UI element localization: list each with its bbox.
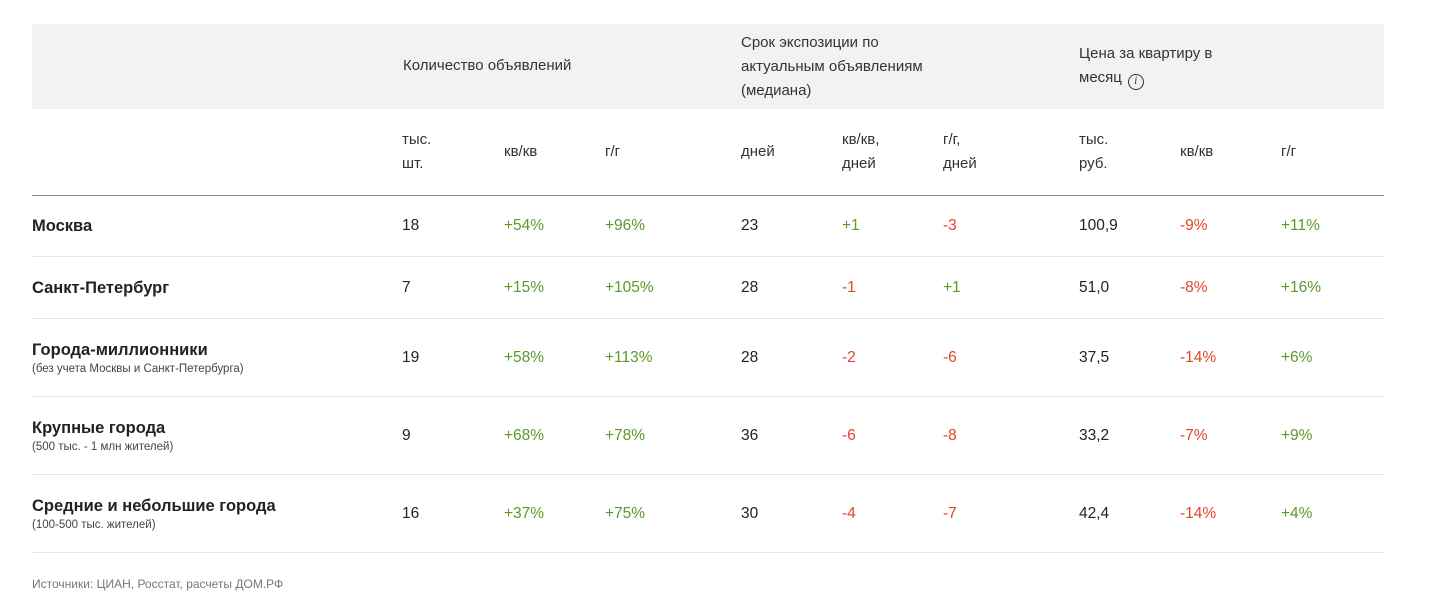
listings-count: 16 — [402, 504, 420, 522]
table-row: Города-миллионники (без учета Москвы и С… — [32, 319, 1384, 397]
exposure-qoq: -4 — [842, 504, 856, 522]
subheader-days-qoq-line2: дней — [842, 155, 876, 172]
listings-qoq: +15% — [504, 278, 545, 296]
group-title-listings-count-text: Количество объявлений — [403, 57, 572, 74]
subheader-count-yoy: г/г — [605, 143, 621, 160]
region-cell: Города-миллионники (без учета Москвы и С… — [32, 339, 244, 377]
exposure-yoy: +1 — [943, 278, 961, 296]
info-icon[interactable]: i — [1127, 74, 1144, 90]
price-yoy: +11% — [1281, 217, 1320, 234]
price-qoq: -14% — [1180, 348, 1217, 366]
subheader-days-yoy-line1: г/г, — [943, 131, 961, 148]
region-note: (500 тыс. - 1 млн жителей) — [32, 440, 174, 453]
data-table: Количество объявлений Срок экспозиции по… — [32, 24, 1384, 553]
price-value: 37,5 — [1079, 348, 1110, 366]
region-name: Города-миллионники — [32, 340, 208, 359]
subheader-days-yoy-line2: дней — [943, 155, 977, 172]
listings-qoq: +37% — [504, 504, 545, 522]
source-note: Источники: ЦИАН, Росстат, расчеты ДОМ.РФ — [32, 577, 284, 591]
subheader-count-units: тыс. шт. — [402, 128, 431, 176]
subheader-price-units-line1: тыс. — [1079, 131, 1109, 148]
group-header-row: Количество объявлений Срок экспозиции по… — [32, 24, 1384, 109]
price-value: 51,0 — [1079, 278, 1110, 296]
subheader-count-units-line2: шт. — [402, 155, 424, 172]
listings-count: 7 — [402, 278, 411, 296]
listings-yoy: +113% — [605, 348, 653, 366]
exposure-qoq: -1 — [842, 278, 856, 296]
exposure-qoq: -6 — [842, 426, 856, 444]
group-title-price: Цена за квартиру в месяц i — [1079, 42, 1212, 90]
price-yoy: +16% — [1281, 278, 1322, 296]
exposure-yoy: -8 — [943, 426, 957, 444]
exposure-qoq: -2 — [842, 348, 856, 366]
listings-yoy: +75% — [605, 504, 646, 522]
listings-qoq: +54% — [504, 217, 545, 234]
region-note: (100-500 тыс. жителей) — [32, 518, 156, 531]
subheader-count-qoq: кв/кв — [504, 143, 538, 160]
listings-count: 19 — [402, 348, 420, 366]
group-title-exposure-line2: актуальным объявлениям — [741, 58, 923, 75]
region-note: (без учета Москвы и Санкт-Петербурга) — [32, 362, 244, 375]
region-cell: Средние и небольшие города (100-500 тыс.… — [32, 495, 276, 533]
region-name: Средние и небольшие города — [32, 496, 276, 515]
region-name: Санкт-Петербург — [32, 278, 170, 297]
exposure-yoy: -7 — [943, 504, 957, 522]
table-row: Крупные города (500 тыс. - 1 млн жителей… — [32, 397, 1384, 475]
exposure-days: 28 — [741, 348, 759, 366]
listings-yoy: +96% — [605, 217, 646, 234]
subheader-price-units: тыс. руб. — [1079, 128, 1108, 176]
group-title-exposure-line3: (медиана) — [741, 82, 812, 99]
listings-count: 9 — [402, 426, 411, 444]
subheader-count-units-line1: тыс. — [402, 131, 432, 148]
group-title-price-line2: месяц i — [1079, 66, 1212, 90]
price-value: 100,9 — [1079, 217, 1118, 234]
group-title-exposure: Срок экспозиции по актуальным объявления… — [741, 31, 923, 103]
group-title-exposure-line1: Срок экспозиции по — [741, 34, 879, 51]
region-name: Крупные города — [32, 418, 166, 437]
exposure-days: 28 — [741, 278, 759, 296]
exposure-days: 23 — [741, 217, 759, 234]
region-name: Москва — [32, 217, 93, 235]
listings-qoq: +58% — [504, 348, 545, 366]
table-row: Средние и небольшие города (100-500 тыс.… — [32, 475, 1384, 553]
sub-header-row: тыс. шт. кв/кв г/г дней кв/кв, дней г/г, дн… — [32, 109, 1384, 196]
listings-count: 18 — [402, 217, 420, 234]
exposure-qoq: +1 — [842, 217, 860, 234]
subheader-price-units-line2: руб. — [1079, 155, 1108, 172]
subheader-price-qoq: кв/кв — [1180, 143, 1214, 160]
group-title-listings-count: Количество объявлений — [403, 54, 571, 78]
subheader-days-qoq-line1: кв/кв, — [842, 131, 880, 148]
listings-yoy: +105% — [605, 278, 654, 296]
subheader-days: дней — [741, 143, 775, 160]
exposure-yoy: -3 — [943, 217, 957, 234]
group-title-price-line2-text: месяц — [1079, 69, 1122, 86]
subheader-price-yoy: г/г — [1281, 143, 1297, 160]
table-row: Москва 18 +54% +96% 23 +1 -3 100,9 -9% +… — [32, 196, 1384, 257]
exposure-days: 36 — [741, 426, 759, 444]
subheader-days-yoy: г/г, дней — [943, 128, 977, 176]
subheader-days-qoq: кв/кв, дней — [842, 128, 879, 176]
price-qoq: -7% — [1180, 426, 1208, 444]
group-title-price-line1: Цена за квартиру в — [1079, 45, 1213, 62]
listings-qoq: +68% — [504, 426, 545, 444]
price-qoq: -8% — [1180, 278, 1208, 296]
exposure-yoy: -6 — [943, 348, 957, 366]
region-cell: Крупные города (500 тыс. - 1 млн жителей… — [32, 417, 173, 455]
price-yoy: +6% — [1281, 348, 1313, 366]
region-cell: Санкт-Петербург — [32, 277, 169, 299]
price-qoq: -9% — [1180, 217, 1208, 234]
price-qoq: -14% — [1180, 504, 1217, 522]
region-cell: Москва — [32, 215, 92, 237]
table-row: Санкт-Петербург 7 +15% +105% 28 -1 +1 51… — [32, 257, 1384, 319]
listings-yoy: +78% — [605, 426, 646, 444]
price-value: 33,2 — [1079, 426, 1110, 444]
price-yoy: +4% — [1281, 504, 1313, 522]
exposure-days: 30 — [741, 504, 759, 522]
price-value: 42,4 — [1079, 504, 1110, 522]
price-yoy: +9% — [1281, 426, 1313, 444]
